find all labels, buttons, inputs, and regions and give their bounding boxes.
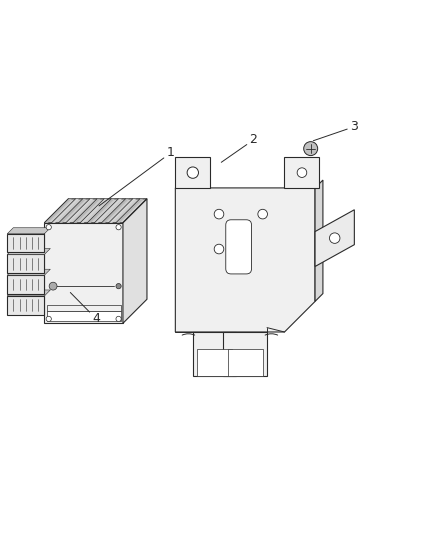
Circle shape (297, 168, 307, 177)
Polygon shape (193, 332, 237, 376)
Polygon shape (44, 223, 123, 323)
Bar (197, 350, 232, 376)
Circle shape (329, 233, 340, 244)
Circle shape (214, 244, 224, 254)
Polygon shape (87, 199, 115, 223)
Circle shape (116, 284, 121, 289)
Polygon shape (102, 199, 129, 223)
Bar (228, 350, 263, 376)
Polygon shape (175, 157, 210, 188)
Polygon shape (116, 199, 143, 223)
Polygon shape (59, 199, 86, 223)
Circle shape (258, 209, 268, 219)
Polygon shape (7, 296, 44, 314)
Polygon shape (66, 199, 93, 223)
Polygon shape (175, 188, 315, 332)
FancyBboxPatch shape (226, 220, 251, 274)
Polygon shape (94, 199, 122, 223)
Text: 1: 1 (99, 147, 174, 206)
Polygon shape (109, 199, 136, 223)
Polygon shape (52, 199, 79, 223)
Polygon shape (44, 199, 72, 223)
Circle shape (187, 167, 198, 179)
Polygon shape (285, 157, 319, 188)
Circle shape (46, 316, 51, 321)
Polygon shape (7, 269, 50, 275)
Polygon shape (44, 199, 147, 223)
Circle shape (214, 209, 224, 219)
Polygon shape (80, 199, 108, 223)
Polygon shape (315, 210, 354, 266)
Bar (46, 305, 121, 311)
Polygon shape (223, 332, 267, 376)
Polygon shape (73, 199, 100, 223)
Circle shape (46, 224, 51, 230)
Polygon shape (7, 254, 44, 273)
Text: 4: 4 (71, 293, 100, 325)
Circle shape (116, 316, 121, 321)
Circle shape (304, 142, 318, 156)
Polygon shape (7, 228, 50, 234)
Polygon shape (315, 180, 323, 302)
Polygon shape (123, 199, 147, 323)
Text: 2: 2 (221, 133, 258, 163)
Bar (46, 311, 121, 321)
Text: 3: 3 (313, 120, 358, 141)
Polygon shape (7, 234, 44, 252)
Polygon shape (7, 290, 50, 296)
Polygon shape (7, 248, 50, 254)
Polygon shape (7, 275, 44, 294)
Circle shape (49, 282, 57, 290)
Circle shape (116, 224, 121, 230)
